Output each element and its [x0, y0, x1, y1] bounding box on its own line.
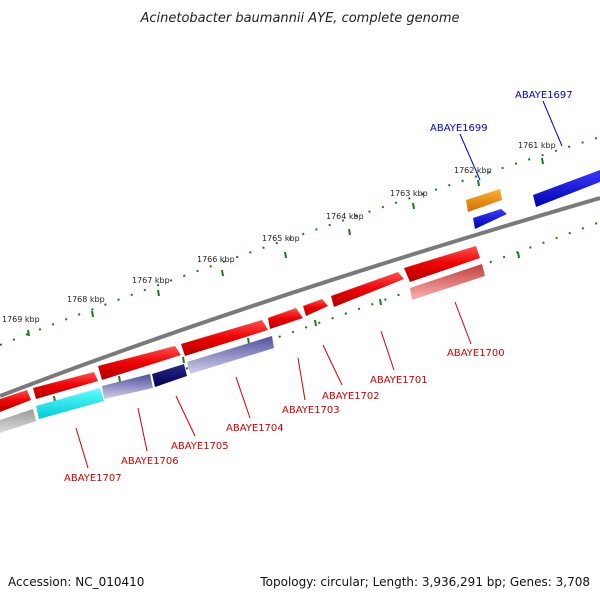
gene-partial-left-grey	[0, 409, 36, 433]
reverse-genes	[0, 264, 485, 433]
gene-abaye1703[interactable]	[268, 308, 303, 329]
gene-label-abaye1705: ABAYE1705	[171, 441, 229, 452]
scale-label-1767: 1767 kbp	[132, 276, 170, 285]
map-title: Acinetobacter baumannii AYE, complete ge…	[139, 11, 459, 26]
scale-label-1763: 1763 kbp	[390, 189, 428, 198]
topology-text: Topology: circular; Length: 3,936,291 bp…	[259, 575, 590, 589]
gene-abaye1699-shadow	[473, 209, 507, 229]
gene-abaye1706[interactable]	[98, 346, 181, 380]
gene-label-abaye1697: ABAYE1697	[515, 90, 573, 101]
scale-label-1765: 1765 kbp	[262, 234, 300, 243]
gene-abaye1697[interactable]	[533, 170, 600, 207]
outer-major-ticks	[27, 157, 544, 337]
gene-label-abaye1700: ABAYE1700	[447, 348, 505, 359]
gene-label-abaye1703: ABAYE1703	[282, 405, 340, 416]
gene-abaye1707-cyan[interactable]	[36, 388, 104, 419]
scale-label-1764: 1764 kbp	[326, 212, 364, 221]
gene-label-abaye1702: ABAYE1702	[322, 391, 380, 402]
gene-abaye1699[interactable]	[466, 189, 502, 212]
scale-label-1761: 1761 kbp	[518, 141, 556, 150]
forward-genes	[0, 170, 600, 412]
gene-label-abaye1707: ABAYE1707	[64, 473, 122, 484]
gene-partial-left	[0, 390, 31, 412]
scale-label-1762: 1762 kbp	[454, 166, 492, 175]
gene-abaye1700[interactable]	[404, 246, 480, 282]
gene-abaye1705[interactable]	[152, 364, 187, 387]
gene-abaye1707[interactable]	[33, 372, 98, 399]
gene-label-abaye1699: ABAYE1699	[430, 123, 488, 134]
gene-abaye1704-shade	[187, 336, 274, 374]
gene-abaye1700-shade	[410, 264, 485, 300]
gene-label-abaye1701: ABAYE1701	[370, 375, 428, 386]
genome-backbone	[0, 196, 600, 398]
gene-abaye1706-shade	[102, 374, 153, 399]
gene-label-abaye1704: ABAYE1704	[226, 423, 284, 434]
gene-abaye1704[interactable]	[181, 320, 268, 356]
scale-label-1768: 1768 kbp	[67, 295, 105, 304]
gene-abaye1702[interactable]	[303, 299, 328, 316]
inner-major-ticks	[53, 251, 520, 403]
accession-text: Accession: NC_010410	[8, 575, 144, 589]
label-leaders	[75, 100, 563, 469]
gene-label-abaye1706: ABAYE1706	[121, 456, 179, 467]
scale-label-1766: 1766 kbp	[197, 255, 235, 264]
scale-label-1769: 1769 kbp	[2, 315, 40, 324]
gene-abaye1701[interactable]	[331, 272, 404, 307]
